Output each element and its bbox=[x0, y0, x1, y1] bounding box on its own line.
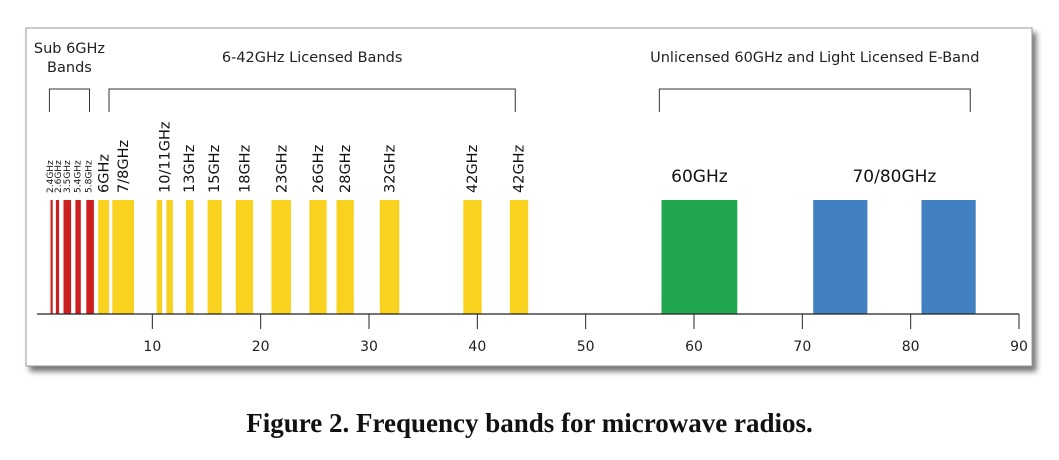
band-bar bbox=[75, 200, 81, 314]
band-label: 3.5GHz bbox=[63, 160, 73, 193]
band-label: 13GHz bbox=[182, 145, 198, 193]
band-bar bbox=[921, 200, 976, 314]
group-labels: Sub 6GHz Bands 6-42GHz Licensed Bands Unlic… bbox=[34, 41, 980, 76]
group-bracket bbox=[48, 88, 90, 112]
band-label: 7/8GHz bbox=[116, 140, 132, 193]
x-tick-label: 60 bbox=[685, 339, 703, 355]
band-label: 42GHz bbox=[512, 145, 528, 193]
band-label: 2.4GHz bbox=[46, 160, 56, 193]
band-bar bbox=[50, 200, 53, 314]
band-bar bbox=[509, 200, 529, 314]
x-tick-label: 70 bbox=[793, 339, 811, 355]
band-bar bbox=[63, 200, 72, 314]
band-bar bbox=[336, 200, 354, 314]
band-label: 2.6GHz bbox=[54, 160, 64, 193]
group-bracket bbox=[108, 88, 516, 112]
x-tick-label: 40 bbox=[468, 339, 486, 355]
x-tick-label: 30 bbox=[360, 339, 378, 355]
band-bar bbox=[813, 200, 868, 314]
x-tick-label: 80 bbox=[902, 339, 920, 355]
band-bar bbox=[235, 200, 254, 314]
band-label: 18GHz bbox=[238, 145, 254, 193]
band-bar bbox=[185, 200, 194, 314]
band-bar bbox=[309, 200, 327, 314]
band-label: 28GHz bbox=[338, 145, 354, 193]
band-group-label: 60GHz bbox=[671, 167, 728, 187]
band-label: 42GHz bbox=[465, 145, 481, 193]
x-axis: 10 20 30 40 50 60 70 80 90 bbox=[37, 313, 1028, 355]
band-bar bbox=[112, 200, 134, 314]
band-bar bbox=[55, 200, 60, 314]
group-label: Unlicensed 60GHz and Light Licensed E-Ba… bbox=[650, 50, 979, 66]
frequency-bands-chart: Sub 6GHz Bands 6-42GHz Licensed Bands Unlic… bbox=[25, 27, 1033, 367]
x-tick-label: 90 bbox=[1010, 339, 1028, 355]
x-tick-label: 10 bbox=[143, 339, 161, 355]
group-bracket bbox=[658, 88, 971, 112]
band-bar bbox=[166, 200, 173, 314]
figure-caption: Figure 2. Frequency bands for microwave … bbox=[246, 408, 813, 438]
band-label: 15GHz bbox=[207, 145, 223, 193]
group-label: Sub 6GHz bbox=[34, 41, 105, 57]
band-label: 10/11GHz bbox=[157, 121, 173, 193]
band-group-label: 70/80GHz bbox=[852, 167, 936, 187]
band-bar bbox=[379, 200, 400, 314]
band-bar bbox=[98, 200, 109, 314]
band-bars bbox=[50, 200, 976, 314]
band-bar bbox=[661, 200, 738, 314]
group-label: 6-42GHz Licensed Bands bbox=[222, 50, 403, 66]
x-tick-label: 50 bbox=[577, 339, 595, 355]
band-bar bbox=[207, 200, 222, 314]
band-bar bbox=[463, 200, 482, 314]
group-brackets bbox=[48, 88, 971, 112]
band-label: 26GHz bbox=[311, 145, 327, 193]
band-bar bbox=[86, 200, 94, 314]
band-label: 6GHz bbox=[97, 154, 113, 193]
top-labels: 60GHz 70/80GHz bbox=[671, 167, 936, 187]
band-bar bbox=[271, 200, 291, 314]
band-label: 23GHz bbox=[274, 145, 290, 193]
chart-frame bbox=[25, 27, 1033, 367]
band-label: 5.8GHz bbox=[85, 160, 95, 193]
band-bar bbox=[156, 200, 163, 314]
band-label: 5.4GHz bbox=[74, 160, 84, 193]
x-tick-label: 20 bbox=[252, 339, 270, 355]
group-label: Bands bbox=[47, 60, 92, 76]
band-label: 32GHz bbox=[383, 145, 399, 193]
